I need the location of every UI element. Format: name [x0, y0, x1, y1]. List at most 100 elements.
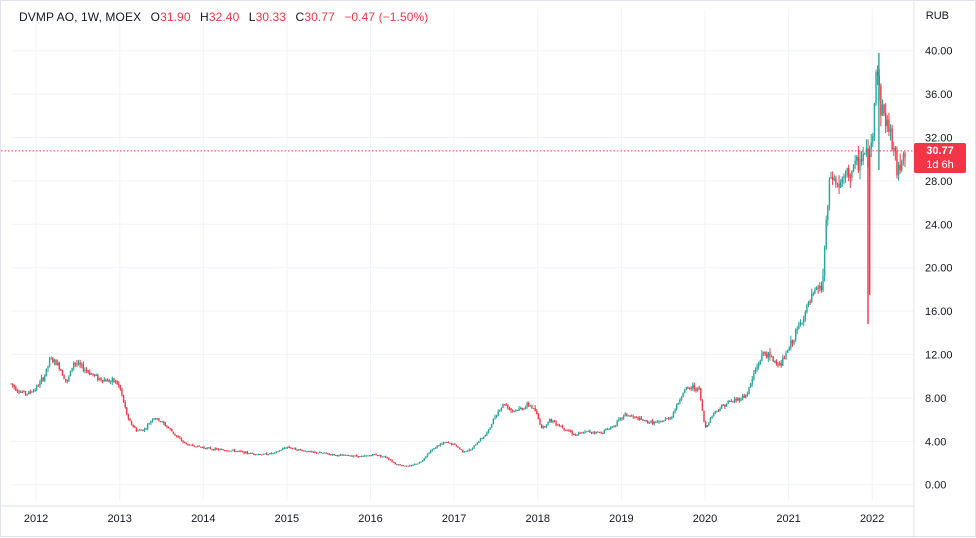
candle-body [434, 447, 437, 449]
legend-high: 32.40 [208, 10, 240, 24]
candle-body [317, 452, 319, 454]
candle-body [849, 176, 852, 178]
currency-label[interactable]: RUB [925, 10, 949, 22]
x-axis: 2012 2013 2014 2015 2016 2017 2018 2019 2020 2021… [24, 513, 885, 525]
candle-body [179, 437, 181, 439]
candle-body [413, 463, 416, 465]
y-tick-label: 8.00 [925, 393, 946, 405]
candle-body [655, 421, 657, 423]
candle-body [193, 445, 196, 447]
candle-body [47, 366, 49, 369]
candle-body [492, 418, 495, 425]
candle-body [687, 387, 689, 389]
candle-body [66, 380, 68, 382]
candle-body [785, 352, 787, 359]
candle-body [97, 375, 99, 380]
candle-body [658, 421, 660, 423]
candle-body [182, 440, 184, 443]
candle-body [579, 432, 581, 434]
candle-body [497, 411, 499, 416]
candle-body [566, 429, 569, 431]
candle-body [831, 177, 834, 180]
candle-body [48, 358, 51, 367]
candle-body [846, 168, 848, 176]
candle-body [534, 408, 536, 412]
candle-body [838, 183, 840, 188]
candle-body [360, 456, 363, 458]
candle-body [60, 369, 62, 371]
candle-body [574, 434, 577, 436]
candle-body [823, 248, 826, 276]
candle-body [187, 444, 189, 446]
candle-body [854, 160, 856, 165]
candle-body [13, 385, 15, 388]
candle-body [228, 450, 231, 452]
candle-body [888, 119, 890, 132]
candle-body [388, 457, 390, 460]
y-tick-label: 20.00 [925, 263, 953, 275]
candle-body [191, 444, 194, 446]
candle-body [478, 441, 480, 443]
candle-body [142, 429, 144, 431]
candle-body [886, 119, 889, 127]
candle-body [856, 156, 858, 161]
candle-body [21, 391, 23, 393]
candle-body [254, 454, 257, 456]
candle-body [635, 416, 638, 418]
candle-body [359, 456, 361, 458]
candle-body [672, 412, 675, 418]
bar-countdown: 1d 6h [926, 158, 954, 171]
y-tick-label: 24.00 [925, 219, 953, 231]
candle-body [714, 411, 716, 413]
candle-body [560, 425, 562, 427]
candle-body [100, 378, 102, 381]
candle-body [90, 373, 93, 375]
candle-body [253, 453, 255, 455]
candle-body [105, 379, 107, 382]
candle-body [621, 417, 623, 419]
candle-body [145, 428, 147, 430]
candle-body [460, 448, 462, 450]
candle-body [653, 421, 655, 425]
candle-body [815, 287, 818, 290]
candle-body [286, 446, 289, 448]
candle-body [256, 454, 258, 456]
candle-body [518, 408, 520, 411]
candle-body [520, 408, 522, 410]
candle-body [778, 363, 781, 366]
candle-body [373, 454, 376, 456]
candle-body [69, 370, 72, 377]
candle-body [407, 465, 409, 467]
candle-body [547, 421, 549, 426]
candle-body [175, 435, 178, 437]
candle-body [836, 183, 839, 185]
candle-body [565, 429, 567, 431]
candle-body [404, 465, 406, 467]
x-tick-label: 2020 [693, 513, 717, 525]
candle-body [265, 453, 268, 455]
candle-body [667, 418, 670, 420]
candle-body [643, 420, 646, 422]
candle-body [885, 113, 887, 127]
candle-body [638, 417, 641, 421]
candle-body [452, 443, 454, 445]
legend-low: 30.33 [255, 10, 287, 24]
candle-body [106, 379, 109, 382]
candle-body [351, 455, 353, 457]
candle-body [508, 408, 511, 410]
candle-body [372, 454, 374, 456]
candle-body [442, 442, 445, 444]
candle-body [203, 447, 205, 449]
candle-body [81, 364, 83, 366]
candle-body [204, 448, 207, 450]
candle-body [526, 403, 528, 407]
last-price-badge: 30.77 1d 6h [914, 142, 966, 173]
candle-body [481, 438, 483, 440]
candle-body [180, 438, 183, 441]
candle-body [748, 386, 750, 395]
candle-body [545, 425, 548, 427]
candle-body [380, 455, 382, 457]
candle-body [790, 340, 792, 348]
